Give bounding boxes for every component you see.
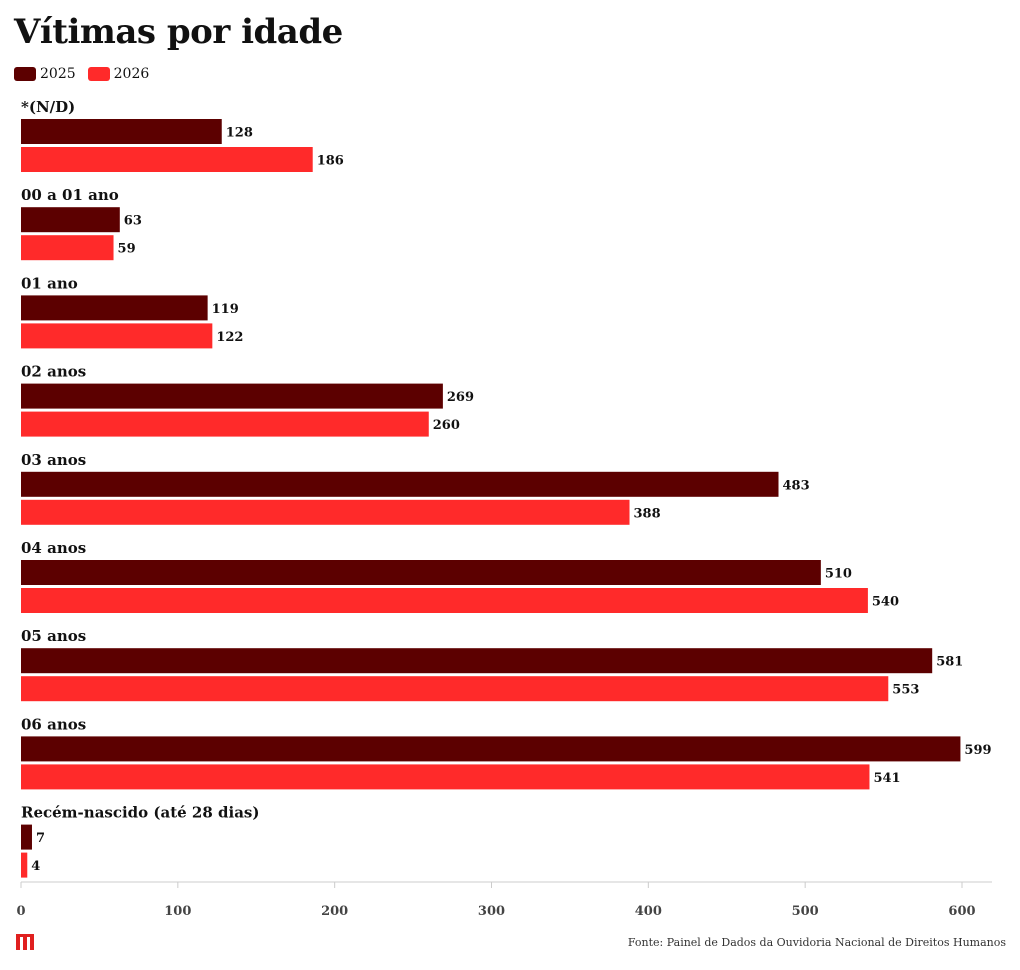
x-tick-label: 300 bbox=[478, 904, 505, 919]
bar-2025 bbox=[21, 648, 933, 674]
category-label: 05 anos bbox=[21, 627, 86, 645]
data-label: 119 bbox=[212, 302, 239, 317]
brand-logo-icon bbox=[16, 934, 34, 950]
legend-item-2026: 2026 bbox=[87, 66, 150, 82]
bar-2026 bbox=[21, 764, 870, 790]
bar-2025 bbox=[21, 119, 222, 144]
bar-2026 bbox=[21, 499, 630, 525]
data-label: 128 bbox=[226, 126, 253, 141]
chart-title: Vítimas por idade bbox=[14, 12, 343, 52]
bar-2025 bbox=[21, 824, 32, 850]
source-note: Fonte: Painel de Dados da Ouvidoria Naci… bbox=[627, 936, 1006, 949]
bar-2026 bbox=[21, 588, 868, 613]
data-label: 59 bbox=[118, 242, 136, 257]
bar-2025 bbox=[21, 383, 443, 409]
data-label: 541 bbox=[873, 771, 900, 786]
x-tick-label: 0 bbox=[16, 904, 25, 919]
category-label: 06 anos bbox=[21, 715, 86, 733]
bar-2026 bbox=[21, 852, 28, 878]
category-label: 04 anos bbox=[21, 539, 86, 557]
x-tick-label: 600 bbox=[948, 904, 975, 919]
data-label: 483 bbox=[783, 478, 810, 493]
bar-2026 bbox=[21, 147, 313, 172]
x-tick-label: 400 bbox=[635, 904, 662, 919]
bar-2025 bbox=[21, 207, 120, 233]
data-label: 186 bbox=[317, 154, 344, 169]
bar-2025 bbox=[21, 471, 779, 497]
x-tick-label: 500 bbox=[792, 904, 819, 919]
chart-legend: 2025 2026 bbox=[14, 66, 149, 82]
bar-2026 bbox=[21, 676, 889, 702]
legend-label-2026: 2026 bbox=[113, 66, 150, 82]
x-tick-label: 100 bbox=[164, 904, 191, 919]
bar-2026 bbox=[21, 235, 114, 261]
category-label: Recém-nascido (até 28 dias) bbox=[21, 804, 259, 822]
data-label: 269 bbox=[447, 390, 474, 405]
data-label: 540 bbox=[872, 595, 899, 610]
legend-item-2025: 2025 bbox=[14, 66, 76, 82]
data-label: 510 bbox=[825, 567, 852, 582]
data-label: 4 bbox=[31, 859, 40, 874]
category-label: 03 anos bbox=[21, 451, 86, 469]
data-label: 553 bbox=[892, 683, 919, 698]
data-label: 7 bbox=[36, 831, 45, 846]
bar-chart: *(N/D) 128 186 00 a 01 ano 63 59 01 ano 119 122 0… bbox=[16, 98, 992, 919]
data-label: 388 bbox=[634, 506, 661, 521]
bar-2025 bbox=[21, 560, 821, 585]
category-label: 01 ano bbox=[21, 274, 78, 292]
bar-2026 bbox=[21, 323, 213, 349]
category-label: *(N/D) bbox=[21, 98, 75, 116]
category-label: 02 anos bbox=[21, 363, 86, 381]
category-label: 00 a 01 ano bbox=[21, 186, 119, 204]
data-label: 122 bbox=[216, 330, 243, 345]
bar-2026 bbox=[21, 411, 429, 437]
data-label: 63 bbox=[124, 214, 142, 229]
bar-2025 bbox=[21, 295, 208, 321]
data-label: 260 bbox=[433, 418, 460, 433]
bar-2025 bbox=[21, 736, 961, 762]
data-label: 581 bbox=[936, 655, 963, 670]
x-tick-label: 200 bbox=[321, 904, 348, 919]
data-label: 599 bbox=[964, 743, 991, 758]
legend-swatch-2025 bbox=[14, 67, 36, 81]
legend-label-2025: 2025 bbox=[40, 66, 76, 82]
legend-swatch-2026 bbox=[87, 67, 110, 81]
